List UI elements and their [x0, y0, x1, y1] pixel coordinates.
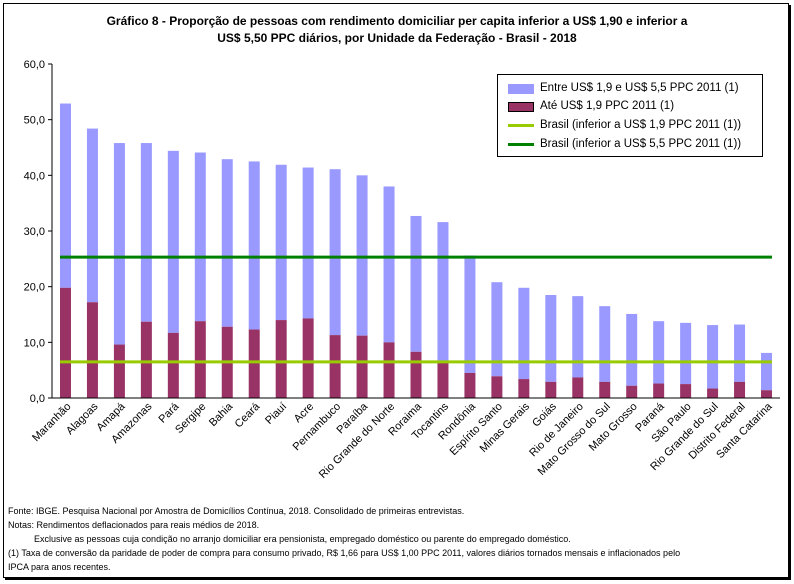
bar-upper-segment — [761, 352, 773, 391]
legend-swatch-upper — [508, 84, 534, 94]
y-tick-label: 20,0 — [24, 282, 45, 294]
bar-lower-segment — [356, 335, 368, 398]
x-tick-label: Sergipe — [173, 401, 208, 436]
note-2: Exclusive as pessoas cuja condição no ar… — [34, 534, 571, 544]
bar-upper-segment — [275, 164, 287, 321]
bar-upper-segment — [707, 325, 719, 389]
bar-upper-segment — [113, 143, 125, 345]
bar-upper-segment — [140, 143, 152, 322]
bar-upper-segment — [86, 128, 98, 303]
note-4: IPCA para anos recentes. — [8, 562, 111, 572]
bar-upper-segment — [491, 282, 503, 377]
bar-upper-segment — [545, 295, 557, 382]
bar-lower-segment — [59, 287, 71, 398]
bar-upper-segment — [653, 321, 665, 384]
bar-upper-segment — [437, 222, 449, 363]
bar-lower-segment — [167, 332, 179, 398]
x-tick-label: Bahia — [207, 400, 236, 429]
bar-lower-segment — [329, 335, 341, 398]
bar-lower-segment — [248, 329, 260, 398]
bar-lower-segment — [410, 351, 422, 398]
bar-lower-segment — [437, 362, 449, 398]
legend-label-line-55: Brasil (inferior a US$ 5,5 PPC 2011 (1)) — [540, 138, 742, 150]
chart-title: Gráfico 8 - Proporção de pessoas com ren… — [0, 13, 794, 47]
bar-lower-segment — [572, 377, 584, 398]
legend-label-line-19: Brasil (inferior a US$ 1,9 PPC 2011 (1)) — [540, 119, 742, 131]
bar-lower-segment — [383, 342, 395, 398]
bar-upper-segment — [59, 103, 71, 288]
bar-upper-segment — [734, 324, 746, 382]
bar-lower-segment — [302, 318, 314, 398]
note-3: (1) Taxa de conversão da paridade de pod… — [8, 548, 681, 558]
bar-upper-segment — [599, 306, 611, 382]
legend-line-55 — [508, 143, 534, 146]
note-1: Notas: Rendimentos deflacionados para re… — [8, 520, 260, 530]
bar-lower-segment — [653, 383, 665, 398]
bar-lower-segment — [113, 344, 125, 398]
bar-lower-segment — [707, 388, 719, 398]
y-tick-label: 10,0 — [24, 337, 45, 349]
title-line-1: Gráfico 8 - Proporção de pessoas com ren… — [106, 14, 688, 28]
y-tick-label: 50,0 — [24, 115, 45, 127]
bar-upper-segment — [302, 167, 314, 319]
x-tick-label: Ceará — [233, 400, 263, 430]
y-tick-label: 60,0 — [24, 59, 45, 71]
bar-upper-segment — [248, 161, 260, 330]
x-tick-label: Piauí — [263, 401, 289, 427]
source-note: Fonte: IBGE. Pesquisa Nacional por Amost… — [8, 506, 465, 516]
bar-lower-segment — [680, 384, 692, 398]
bar-lower-segment — [734, 381, 746, 398]
legend-swatch-lower — [508, 102, 534, 112]
bar-upper-segment — [383, 186, 395, 343]
bar-upper-segment — [572, 296, 584, 378]
title-line-2: US$ 5,50 PPC diários, por Unidade da Fed… — [217, 31, 577, 45]
bar-upper-segment — [167, 150, 179, 333]
bar-upper-segment — [626, 313, 638, 386]
y-tick-label: 30,0 — [24, 226, 45, 238]
bar-lower-segment — [545, 381, 557, 398]
legend-label-lower: Até US$ 1,9 PPC 2011 (1) — [540, 100, 675, 112]
bar-lower-segment — [491, 376, 503, 398]
bar-upper-segment — [329, 169, 341, 336]
bar-lower-segment — [275, 320, 287, 398]
bar-lower-segment — [518, 379, 530, 398]
legend-label-upper: Entre US$ 1,9 e US$ 5,5 PPC 2011 (1) — [540, 82, 739, 94]
bar-upper-segment — [194, 152, 206, 322]
bar-lower-segment — [761, 390, 773, 398]
bar-upper-segment — [464, 255, 476, 373]
legend: Entre US$ 1,9 e US$ 5,5 PPC 2011 (1) Até… — [497, 74, 763, 157]
bar-upper-segment — [356, 175, 368, 336]
bar-upper-segment — [221, 159, 233, 327]
legend-line-19 — [508, 124, 534, 127]
y-tick-label: 0,0 — [30, 393, 45, 405]
bar-lower-segment — [86, 302, 98, 398]
bar-upper-segment — [680, 322, 692, 385]
bar-upper-segment — [410, 215, 422, 352]
x-tick-label: Maranhão — [30, 401, 74, 445]
bar-lower-segment — [626, 385, 638, 398]
bar-upper-segment — [518, 287, 530, 380]
bar-lower-segment — [140, 321, 152, 398]
bar-lower-segment — [194, 321, 206, 398]
bar-lower-segment — [464, 372, 476, 398]
bar-lower-segment — [599, 381, 611, 398]
y-tick-label: 40,0 — [24, 170, 45, 182]
